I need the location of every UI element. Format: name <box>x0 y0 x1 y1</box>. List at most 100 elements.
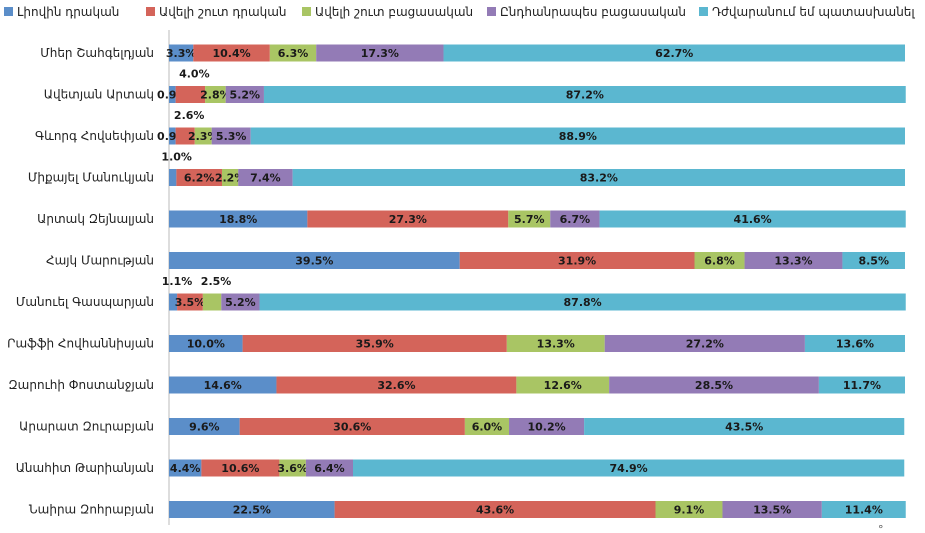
bar-segment <box>459 252 695 269</box>
corner-mark: ° <box>878 523 884 533</box>
bar-segment <box>509 418 585 435</box>
data-label: 17.3% <box>361 47 399 60</box>
bar-segment <box>250 127 906 145</box>
bar-segment <box>177 293 203 311</box>
bar-segment <box>169 376 277 394</box>
data-label: 2.2% <box>215 172 246 185</box>
data-label: 3.5% <box>175 296 206 309</box>
data-label: 28.5% <box>695 379 733 392</box>
data-label: 9.1% <box>674 504 705 517</box>
bar-segment <box>205 86 226 103</box>
data-label: 11.7% <box>843 379 881 392</box>
bar-segment <box>804 335 905 352</box>
data-label: 83.2% <box>580 172 618 185</box>
bar-segment <box>305 459 353 477</box>
bar-segment <box>169 335 243 352</box>
data-label: 3.6% <box>277 462 308 475</box>
category-label: Հայկ Մարության <box>46 254 154 268</box>
bar-segment <box>818 376 905 394</box>
bar-segment <box>269 44 317 62</box>
data-label: 6.0% <box>472 421 503 434</box>
data-label: 2.6% <box>174 109 205 122</box>
category-label: Անահիտ Թարիանյան <box>16 461 154 475</box>
bar-segment <box>263 86 906 103</box>
data-label: 5.7% <box>514 213 545 226</box>
data-label: 11.4% <box>845 504 883 517</box>
data-label: 2.8% <box>200 89 231 102</box>
bar-segment <box>584 418 905 435</box>
data-label: 6.2% <box>184 172 215 185</box>
bar-segment <box>201 459 280 477</box>
data-label: 4.4% <box>170 462 201 475</box>
data-label: 31.9% <box>558 255 596 268</box>
bar-segment <box>169 44 194 62</box>
bar-segment <box>279 459 306 477</box>
data-label: 2.5% <box>201 275 232 288</box>
bar-segment <box>242 335 507 352</box>
data-label: 8.5% <box>858 255 889 268</box>
bar-segment <box>239 418 465 435</box>
bar-segment <box>221 169 239 186</box>
data-label: 13.6% <box>836 338 874 351</box>
data-label: 87.2% <box>566 89 604 102</box>
bar-segment <box>176 169 222 186</box>
data-label: 7.4% <box>250 172 281 185</box>
bar-segment <box>175 86 206 103</box>
legend-label: Ավելի շուտ դրական <box>159 5 287 19</box>
category-label: Արտակ Զեյնալյան <box>37 212 154 226</box>
bar-segment <box>722 501 822 518</box>
legend-label: Դժվարանում եմ պատասխանել <box>712 5 915 19</box>
data-label: 4.0% <box>179 68 210 81</box>
data-label: 35.9% <box>356 338 394 351</box>
legend-label: Ընդհանրապես բացասական <box>500 5 686 19</box>
bar-segment <box>464 418 510 435</box>
category-label: Ավետյան Արտակ <box>44 88 154 102</box>
data-label: 1.1% <box>162 275 193 288</box>
data-label: 27.2% <box>686 338 724 351</box>
bar-segment <box>307 210 509 228</box>
category-label: Միքայել Մանուկյան <box>28 171 154 185</box>
data-label: 10.0% <box>187 338 225 351</box>
category-label: Մանուել Գասպարյան <box>16 295 154 309</box>
category-label: Րաֆֆի Հովհաննիսյան <box>7 337 154 351</box>
data-label: 30.6% <box>333 421 371 434</box>
data-label: 6.8% <box>704 255 735 268</box>
category-label: Գևորգ Հովսեփյան <box>35 129 154 143</box>
legend: Լիովին դրական Ավելի շուտ դրական Ավելի շուտ… <box>4 5 915 19</box>
legend-label: Լիովին դրական <box>17 5 119 19</box>
bar-segment <box>169 169 177 186</box>
data-label: 14.6% <box>204 379 242 392</box>
bar-segment <box>238 169 293 186</box>
data-label: 12.6% <box>544 379 582 392</box>
bar-segment <box>292 169 905 186</box>
bar-segment <box>655 501 723 518</box>
bar-segment <box>276 376 517 394</box>
bar-segment <box>508 210 551 228</box>
legend-label: Ավելի շուտ բացասական <box>315 5 473 19</box>
data-label: 5.2% <box>225 296 256 309</box>
bar-segment <box>842 252 905 269</box>
data-label: 39.5% <box>295 255 333 268</box>
bar-segment <box>194 127 212 145</box>
bar-segment <box>609 376 819 394</box>
bar-segment <box>169 86 176 103</box>
bar-segment <box>169 127 176 145</box>
bar-segment <box>694 252 745 269</box>
bar-segment <box>259 293 906 311</box>
category-label: Մհեր Շահգելդյան <box>40 46 154 60</box>
data-label: 10.2% <box>527 421 565 434</box>
data-label: 6.3% <box>278 47 309 60</box>
bar-segment <box>169 418 240 435</box>
legend-swatch <box>4 7 13 16</box>
data-label: 18.8% <box>219 213 257 226</box>
bar-segment <box>169 252 460 269</box>
data-label: 10.6% <box>221 462 259 475</box>
category-label: Արարատ Զուրաբյան <box>19 420 154 434</box>
category-label: Նաիրա Զոհրաբյան <box>29 503 154 517</box>
data-label: 87.8% <box>564 296 602 309</box>
data-label: 43.6% <box>476 504 514 517</box>
legend-swatch <box>146 7 155 16</box>
bar-segment <box>744 252 843 269</box>
plot-area: Մհեր Շահգելդյան 3.3% 10.4% 6.3% 17.3% 62.7% Ավ… <box>7 30 906 525</box>
